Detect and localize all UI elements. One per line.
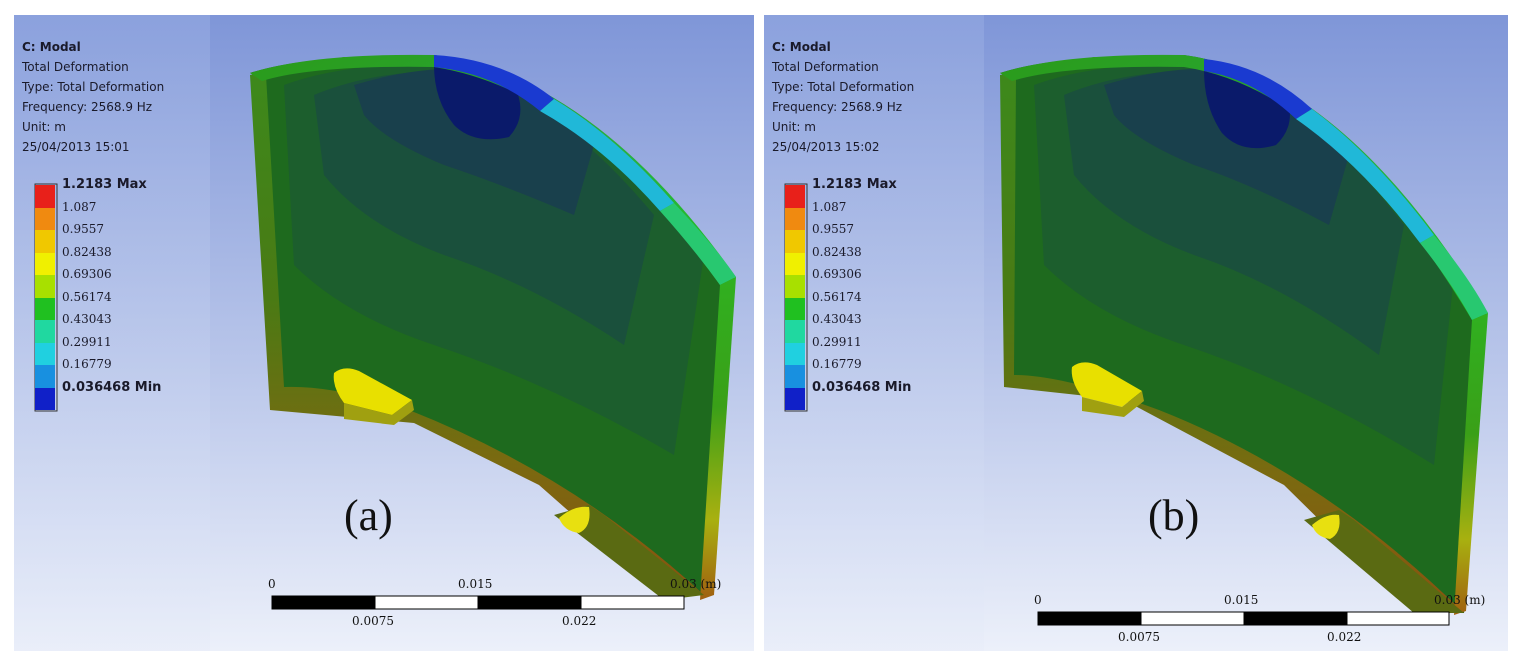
legend-swatch	[785, 185, 805, 208]
scale-bar	[1037, 611, 1450, 626]
legend-swatch	[35, 185, 55, 208]
result-name: Total Deformation	[772, 60, 879, 74]
result-frequency: Frequency: 2568.9 Hz	[772, 100, 903, 114]
result-name: Total Deformation	[22, 60, 129, 74]
legend-label: 0.69306	[62, 267, 112, 281]
legend-label: 0.9557	[62, 222, 104, 236]
legend-label: 0.82438	[62, 244, 112, 259]
scale-label-q1: 0.0075	[1118, 630, 1160, 644]
scale-label-end: 0.03 (m)	[1434, 593, 1486, 607]
viewport-background	[14, 15, 754, 651]
analysis-title: C: Modal	[22, 40, 81, 54]
legend-swatch	[785, 365, 805, 388]
viewport-background	[764, 15, 1508, 651]
legend-label: 1.087	[62, 199, 97, 214]
result-info: C: Modal Total Deformation Type: Total D…	[772, 37, 914, 157]
legend-swatch	[35, 320, 55, 343]
legend-swatch	[785, 320, 805, 343]
panel-caption: (a)	[344, 491, 393, 540]
legend-swatch	[785, 387, 805, 410]
result-type: Type: Total Deformation	[22, 80, 165, 94]
legend-swatch	[35, 297, 55, 320]
legend-label: 0.16779	[62, 357, 112, 371]
scale-label-mid: 0.015	[1224, 593, 1259, 607]
scale-label-end: 0.03 (m)	[670, 577, 722, 591]
legend-swatch	[35, 252, 55, 275]
legend-label: 0.56174	[812, 289, 862, 304]
result-type: Type: Total Deformation	[772, 80, 915, 94]
scale-label-q3: 0.022	[1327, 630, 1362, 644]
result-frequency: Frequency: 2568.9 Hz	[22, 100, 153, 114]
legend-label: 0.56174	[62, 289, 112, 304]
legend-swatch	[785, 252, 805, 275]
legend-swatch	[35, 387, 55, 410]
legend-swatch	[35, 207, 55, 230]
result-timestamp: 25/04/2013 15:01	[22, 140, 130, 154]
scale-label-q1: 0.0075	[352, 614, 394, 628]
result-unit: Unit: m	[22, 120, 66, 134]
result-panel-b: C: Modal Total Deformation Type: Total D…	[764, 15, 1508, 651]
scale-bar	[271, 595, 685, 610]
legend-swatch	[785, 297, 805, 320]
scale-label-zero: 0	[268, 577, 276, 591]
scale-label-zero: 0	[1034, 593, 1042, 607]
result-timestamp: 25/04/2013 15:02	[772, 140, 880, 154]
legend-label: 1.087	[812, 199, 847, 214]
legend-swatch	[785, 207, 805, 230]
result-panel-a: C: Modal Total Deformation Type: Total D…	[14, 15, 754, 651]
legend-swatch	[35, 342, 55, 365]
panel-caption: (b)	[1148, 491, 1200, 540]
legend-label: 0.29911	[812, 334, 862, 349]
scale-label-mid: 0.015	[458, 577, 493, 591]
legend-label: 1.2183 Max	[62, 177, 147, 192]
legend-label: 1.2183 Max	[812, 177, 897, 192]
legend-label: 0.036468 Min	[812, 379, 912, 395]
result-unit: Unit: m	[772, 120, 816, 134]
legend-swatch	[785, 230, 805, 253]
legend-label: 0.82438	[812, 244, 862, 259]
legend-swatch	[35, 365, 55, 388]
scale-label-q3: 0.022	[562, 614, 597, 628]
legend-swatch	[785, 342, 805, 365]
legend-label: 0.69306	[812, 267, 862, 281]
analysis-title: C: Modal	[772, 40, 831, 54]
legend-label: 0.29911	[62, 334, 112, 349]
legend-swatch	[35, 230, 55, 253]
legend-label: 0.9557	[812, 222, 854, 236]
legend-label: 0.036468 Min	[62, 379, 162, 395]
legend-label: 0.43043	[62, 312, 112, 326]
legend-label: 0.16779	[812, 357, 862, 371]
legend-label: 0.43043	[812, 312, 862, 326]
legend-swatch	[785, 275, 805, 298]
result-info: C: Modal Total Deformation Type: Total D…	[22, 37, 164, 157]
legend-swatch	[35, 275, 55, 298]
